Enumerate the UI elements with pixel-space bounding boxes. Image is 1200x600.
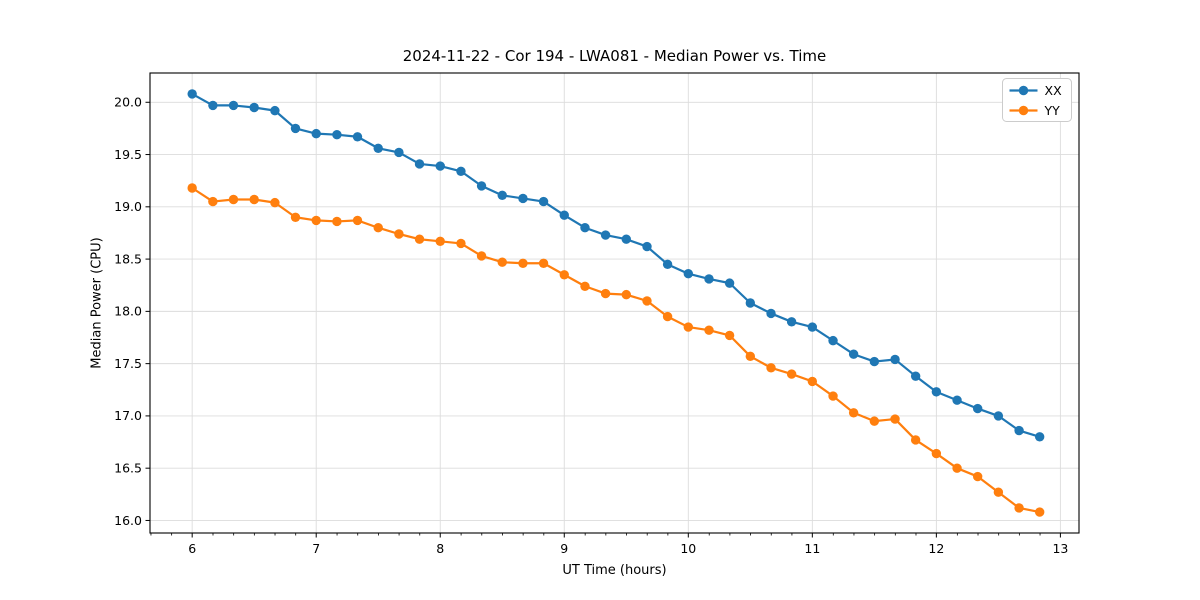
svg-text:18.0: 18.0 — [114, 304, 142, 319]
svg-text:17.0: 17.0 — [114, 408, 142, 423]
svg-text:20.0: 20.0 — [114, 95, 142, 110]
svg-text:XX: XX — [1045, 83, 1063, 98]
grid — [150, 73, 1079, 533]
svg-text:9: 9 — [560, 541, 568, 556]
x-axis-label: UT Time (hours) — [562, 563, 667, 578]
svg-text:16.5: 16.5 — [114, 460, 142, 475]
svg-text:6: 6 — [188, 541, 196, 556]
y-axis: 16.0 16.5 17.0 17.5 18.0 18.5 19.0 19.5 20.0 — [114, 95, 150, 528]
svg-text:YY: YY — [1044, 103, 1061, 118]
svg-text:11: 11 — [804, 541, 820, 556]
chart-title: 2024-11-22 - Cor 194 - LWA081 - Median P… — [402, 47, 827, 65]
series-XX — [187, 89, 1045, 442]
svg-text:7: 7 — [312, 541, 320, 556]
y-axis-label: Median Power (CPU) — [89, 237, 105, 369]
x-axis: 6 7 8 9 10 11 12 13 — [150, 533, 1068, 556]
svg-text:19.5: 19.5 — [114, 147, 142, 162]
svg-text:17.5: 17.5 — [114, 356, 142, 371]
svg-text:13: 13 — [1052, 541, 1068, 556]
svg-text:19.0: 19.0 — [114, 199, 142, 214]
svg-text:10: 10 — [680, 541, 696, 556]
svg-text:18.5: 18.5 — [114, 251, 142, 266]
plot-border — [149, 72, 1080, 534]
series-YY — [187, 183, 1045, 517]
svg-text:16.0: 16.0 — [114, 513, 142, 528]
legend: XX YY — [1002, 78, 1072, 122]
svg-text:8: 8 — [436, 541, 444, 556]
svg-text:12: 12 — [928, 541, 944, 556]
